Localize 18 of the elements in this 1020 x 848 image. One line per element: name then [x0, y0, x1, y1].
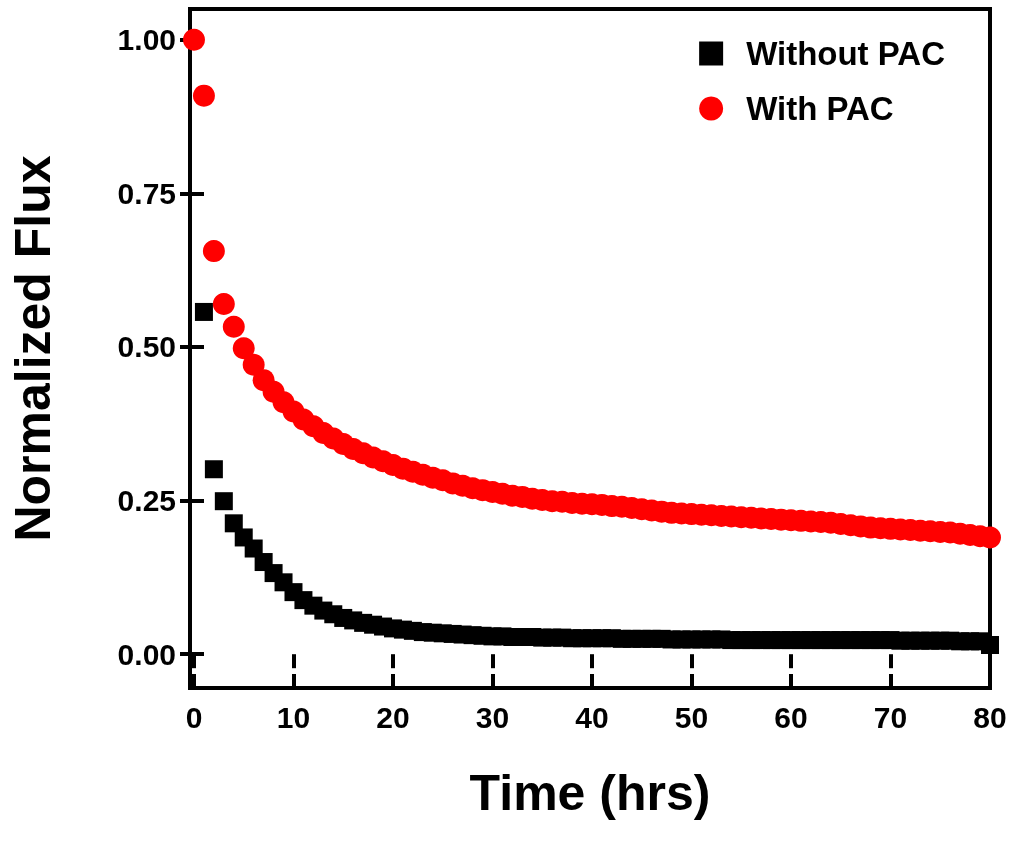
legend-label: With PAC [746, 90, 894, 127]
y-axis-title: Normalized Flux [5, 155, 61, 542]
x-tick-label: 50 [674, 700, 709, 734]
x-tick-label: 30 [475, 700, 510, 734]
y-tick-label: 0.25 [117, 484, 176, 518]
x-tick-label: 70 [873, 700, 908, 734]
x-tick-label: 40 [575, 700, 609, 734]
y-tick-label: 1.00 [117, 23, 176, 57]
legend-label: Without PAC [746, 35, 945, 72]
x-tick-label: 10 [276, 700, 311, 734]
x-axis-title: Time (hrs) [469, 765, 711, 821]
y-tick-label: 0.00 [117, 637, 176, 671]
y-tick-label: 0.50 [117, 330, 176, 364]
x-tick-label: 20 [376, 700, 410, 734]
x-tick-label: 80 [973, 700, 1007, 734]
x-tick-label: 60 [774, 700, 808, 734]
y-tick-label: 0.75 [117, 176, 176, 210]
x-tick-label: 0 [185, 700, 203, 734]
